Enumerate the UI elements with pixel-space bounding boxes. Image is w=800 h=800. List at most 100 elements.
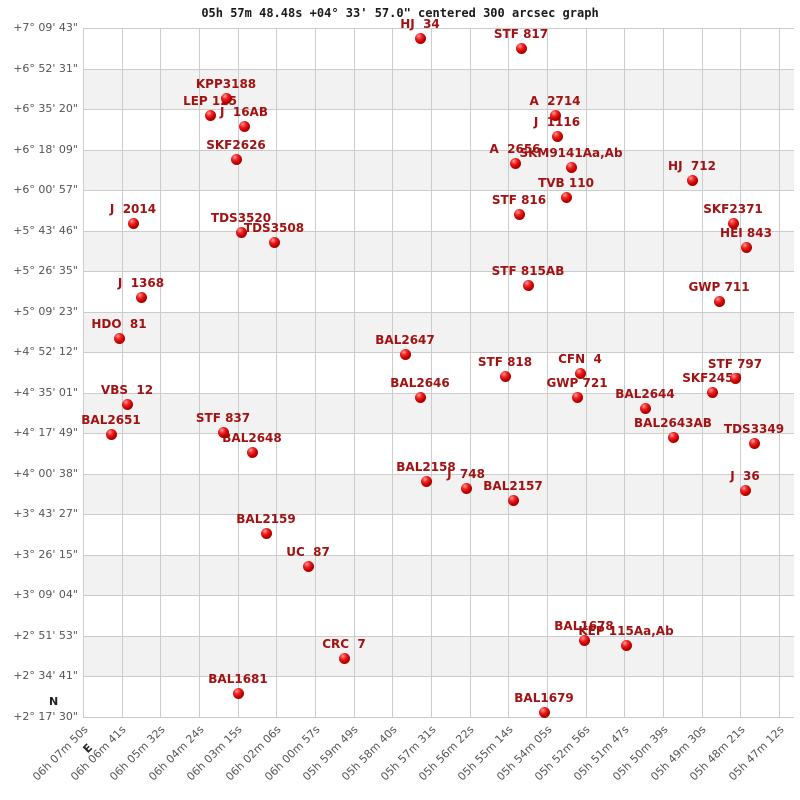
grid-vline [83,28,84,717]
star-label: KPP3188 [195,77,257,91]
star-dot [579,635,590,646]
grid-hline [83,190,794,192]
grid-hline [83,717,794,718]
star-label: HJ 712 [668,159,716,173]
star-dot [247,447,258,458]
star-label: BAL1681 [208,672,268,686]
star-dot [730,373,741,384]
grid-hline [83,271,794,273]
grid-vline [779,28,780,717]
star-dot [303,561,314,572]
grid-hline [83,109,794,111]
star-dot [239,121,250,132]
y-tick-label: +7° 09' 43" [13,21,78,34]
star-dot [231,154,242,165]
star-label: GWP 721 [546,376,608,390]
grid-hline [83,392,794,394]
star-label: CFN 4 [558,352,602,366]
star-label: BAL2158 [396,460,456,474]
star-label: BAL2646 [390,376,450,390]
grid-vline [431,28,432,717]
grid-vline [199,28,200,717]
star-label: STF 816 [491,193,547,207]
star-label: J 16AB [220,105,268,119]
star-label: BAL1679 [514,691,574,705]
star-label: HEI 843 [720,226,772,240]
star-dot [749,438,760,449]
star-dot [508,495,519,506]
star-dot [128,218,139,229]
star-dot [500,371,511,382]
y-tick-label: +5° 43' 46" [13,223,78,237]
star-label: HJ 34 [400,17,440,31]
star-dot [539,707,550,718]
compass-north-icon: N [49,695,59,708]
y-tick-label: +2° 51' 53" [13,628,78,642]
y-tick-label: +4° 35' 01" [13,385,78,399]
band-row [83,68,794,110]
star-dot [575,368,586,379]
grid-vline [547,28,548,717]
y-tick-label: +5° 09' 23" [13,304,78,318]
star-label: BAL2159 [236,512,296,526]
y-tick-label: +3° 26' 15" [13,547,78,561]
grid-hline [83,28,794,29]
star-dot [415,392,426,403]
star-dot [516,43,527,54]
band-row [83,149,794,191]
grid-vline [624,28,626,717]
y-tick-label: +3° 09' 04" [13,588,78,602]
star-label: J 1368 [117,276,165,290]
grid-hline [83,433,794,435]
star-dot [461,483,472,494]
band-row [83,392,794,434]
y-tick-label: +6° 00' 57" [13,183,78,197]
grid-hline [83,595,794,597]
star-label: TDS3520 [210,211,272,225]
star-dot [236,227,247,238]
star-dot [552,131,563,142]
star-label: TDS3508 [243,221,305,235]
star-label: SKF2450 [682,371,742,385]
star-dot [114,333,125,344]
star-dot [550,110,561,121]
star-dot [122,399,133,410]
star-dot [415,33,426,44]
star-dot [668,432,679,443]
star-label: BAL2647 [375,333,435,347]
star-label: A 2714 [529,94,581,108]
band-row [83,635,794,677]
star-dot [205,110,216,121]
y-tick-label: +6° 18' 09" [13,142,78,156]
star-label: HDO 81 [91,317,147,331]
grid-hline [83,554,794,556]
star-dot [106,429,117,440]
star-label: A 2656 [489,142,541,156]
star-dot [714,296,725,307]
grid-vline [237,28,239,717]
star-label: STF 817 [493,27,549,41]
star-dot [514,209,525,220]
grid-hline [83,635,794,637]
grid-hline [83,352,794,354]
y-tick-label: +4° 00' 38" [13,466,78,480]
grid-vline [740,28,742,717]
star-dot [741,242,752,253]
star-label: BAL2157 [483,479,543,493]
star-dot [561,192,572,203]
star-dot [421,476,432,487]
y-tick-label: +4° 52' 12" [13,345,78,359]
star-label: SKF2371 [703,202,763,216]
star-label: BAL2643AB [634,416,712,430]
star-label: J 748 [447,467,485,481]
star-dot [221,93,232,104]
grid-vline [276,28,278,717]
y-tick-label: +5° 26' 35" [13,264,78,278]
y-tick-label: +4° 17' 49" [13,426,78,440]
star-dot [728,218,739,229]
star-label: BAL2648 [222,431,282,445]
star-dot [640,403,651,414]
star-label: TVB 110 [538,176,594,190]
grid-vline [315,28,316,717]
